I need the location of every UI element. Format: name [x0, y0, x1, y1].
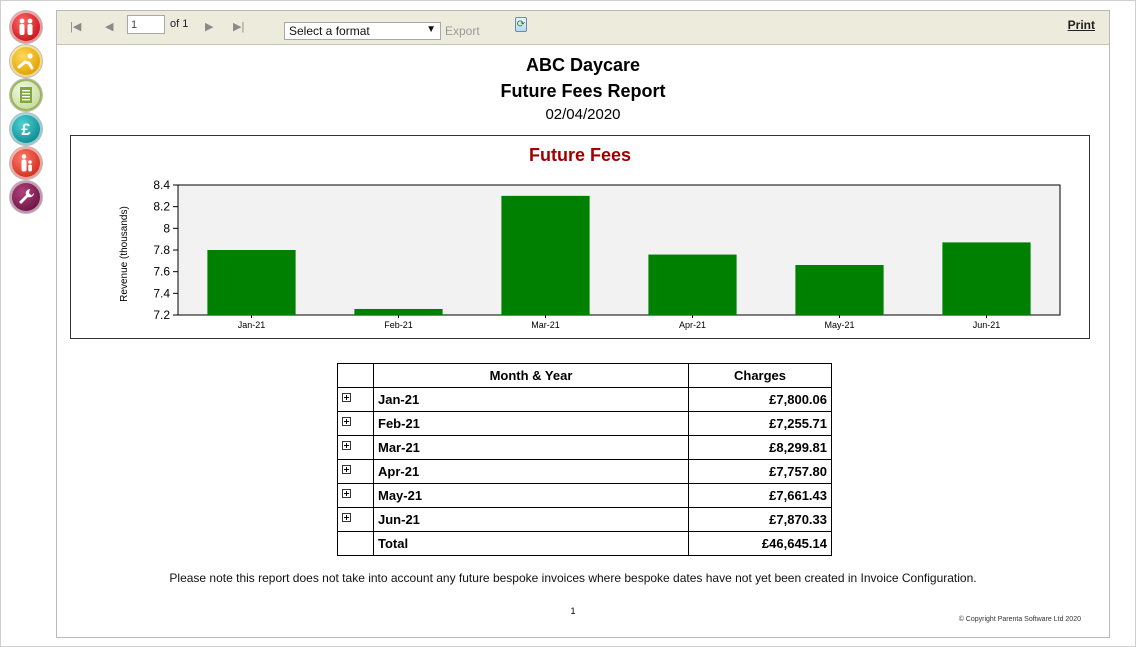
expand-icon[interactable] — [342, 441, 351, 450]
export-format-select[interactable]: Select a format ▼ — [284, 22, 441, 40]
bar-mar-21 — [501, 195, 590, 315]
expand-cell — [337, 483, 374, 508]
document-icon — [20, 87, 32, 103]
report-date: 02/04/2020 — [545, 106, 621, 123]
expand-cell — [337, 411, 374, 436]
chart-svg: 8.4 8.2 8 7.8 7.6 7.4 7.2 Revenue (thousands) Ja… — [119, 178, 1061, 330]
y-tick-label: 7.6 — [153, 265, 170, 279]
export-button[interactable]: Export — [445, 24, 480, 38]
company-name: ABC Daycare — [525, 55, 641, 75]
sidebar-item-settings[interactable] — [10, 181, 42, 213]
svg-text:£: £ — [21, 120, 31, 139]
month-cell: Apr-21 — [373, 459, 689, 484]
plot-area — [177, 184, 1061, 316]
report-note: Please note this report does not take in… — [169, 571, 977, 585]
export-format-value: Select a format — [289, 24, 370, 38]
x-tick-label: Apr-21 — [679, 320, 706, 330]
first-page-icon[interactable]: |◀ — [70, 21, 82, 33]
table-header-row: Month & Year Charges — [337, 363, 832, 388]
bar-apr-21 — [648, 254, 737, 315]
wrench-icon — [19, 189, 34, 204]
sidebar-item-finance[interactable]: £ — [10, 113, 42, 145]
last-page-icon[interactable]: ▶| — [233, 21, 245, 33]
expand-column-header — [337, 363, 374, 388]
charges-cell: £7,800.06 — [688, 387, 832, 412]
x-tick-label: Jan-21 — [238, 320, 266, 330]
month-cell: Feb-21 — [373, 411, 689, 436]
x-tick-label: Jun-21 — [973, 320, 1001, 330]
y-tick-label: 7.2 — [153, 308, 170, 322]
x-tick-label: May-21 — [824, 320, 854, 330]
report-toolbar: |◀ ◀ of 1 ▶ ▶| Select a format ▼ Export … — [57, 11, 1109, 45]
y-tick-label: 8.2 — [153, 200, 170, 214]
sidebar: £ — [10, 11, 44, 215]
expand-icon[interactable] — [342, 417, 351, 426]
x-tick-label: Feb-21 — [384, 320, 413, 330]
print-button[interactable]: Print — [1067, 18, 1095, 32]
table-row: May-21 £7,661.43 — [337, 483, 832, 508]
charges-cell: £7,870.33 — [688, 507, 832, 532]
table-row: Jan-21 £7,800.06 — [337, 387, 832, 412]
y-tick-label: 8.4 — [153, 178, 170, 192]
next-page-icon[interactable]: ▶ — [205, 21, 214, 33]
expand-cell — [337, 387, 374, 412]
expand-icon[interactable] — [342, 489, 351, 498]
bar-may-21 — [795, 265, 884, 315]
expand-cell — [337, 435, 374, 460]
page-number: 1 — [570, 606, 576, 616]
bar-jun-21 — [942, 242, 1031, 315]
sidebar-item-documents[interactable] — [10, 79, 42, 111]
pound-icon: £ — [21, 120, 31, 139]
sidebar-item-parents[interactable] — [10, 147, 42, 179]
table-total-row: Total £46,645.14 — [337, 531, 832, 556]
month-cell: Jun-21 — [373, 507, 689, 532]
y-tick-label: 7.4 — [153, 286, 170, 300]
child-play-icon — [17, 53, 34, 70]
bar-feb-21 — [354, 308, 443, 315]
charges-column-header: Charges — [688, 363, 832, 388]
charges-cell: £7,661.43 — [688, 483, 832, 508]
copyright-notice: © Copyright Parenta Software Ltd 2020 — [958, 616, 1081, 623]
month-cell: May-21 — [373, 483, 689, 508]
y-axis-label: Revenue (thousands) — [119, 206, 130, 302]
y-tick-label: 7.8 — [153, 243, 170, 257]
report-viewer: |◀ ◀ of 1 ▶ ▶| Select a format ▼ Export … — [56, 10, 1110, 638]
family-icon — [19, 18, 33, 35]
month-cell: Mar-21 — [373, 435, 689, 460]
charges-cell: £7,255.71 — [688, 411, 832, 436]
table-row: Jun-21 £7,870.33 — [337, 507, 832, 532]
x-tick-label: Mar-21 — [531, 320, 560, 330]
refresh-icon[interactable]: ⟳ — [515, 17, 527, 32]
expand-icon[interactable] — [342, 393, 351, 402]
future-fees-chart: Future Fees 8.4 8.2 8 7.8 7.6 7.4 7.2 Revenue (… — [70, 135, 1090, 339]
sidebar-item-children[interactable] — [10, 45, 42, 77]
month-column-header: Month & Year — [373, 363, 689, 388]
total-value: £46,645.14 — [688, 531, 832, 556]
charges-table: Month & Year Charges Jan-21 £7,800.06 Fe… — [337, 363, 832, 556]
expand-cell — [337, 459, 374, 484]
previous-page-icon[interactable]: ◀ — [105, 21, 114, 33]
sidebar-item-family[interactable] — [10, 11, 42, 43]
expand-icon[interactable] — [342, 513, 351, 522]
table-row: Apr-21 £7,757.80 — [337, 459, 832, 484]
table-row: Feb-21 £7,255.71 — [337, 411, 832, 436]
parent-child-icon — [21, 154, 32, 172]
expand-cell — [337, 531, 374, 556]
expand-cell — [337, 507, 374, 532]
expand-icon[interactable] — [342, 465, 351, 474]
report-title: Future Fees Report — [500, 81, 666, 101]
page-number-input[interactable] — [127, 15, 165, 34]
charges-cell: £7,757.80 — [688, 459, 832, 484]
table-row: Mar-21 £8,299.81 — [337, 435, 832, 460]
page-count-label: of 1 — [170, 18, 189, 30]
charges-cell: £8,299.81 — [688, 435, 832, 460]
y-tick-label: 8 — [163, 221, 170, 235]
chevron-down-icon: ▼ — [426, 24, 436, 35]
total-label: Total — [373, 531, 689, 556]
report-body: ABC Daycare Future Fees Report 02/04/202… — [57, 46, 1109, 623]
chart-title: Future Fees — [528, 145, 632, 165]
month-cell: Jan-21 — [373, 387, 689, 412]
bar-jan-21 — [207, 249, 296, 315]
